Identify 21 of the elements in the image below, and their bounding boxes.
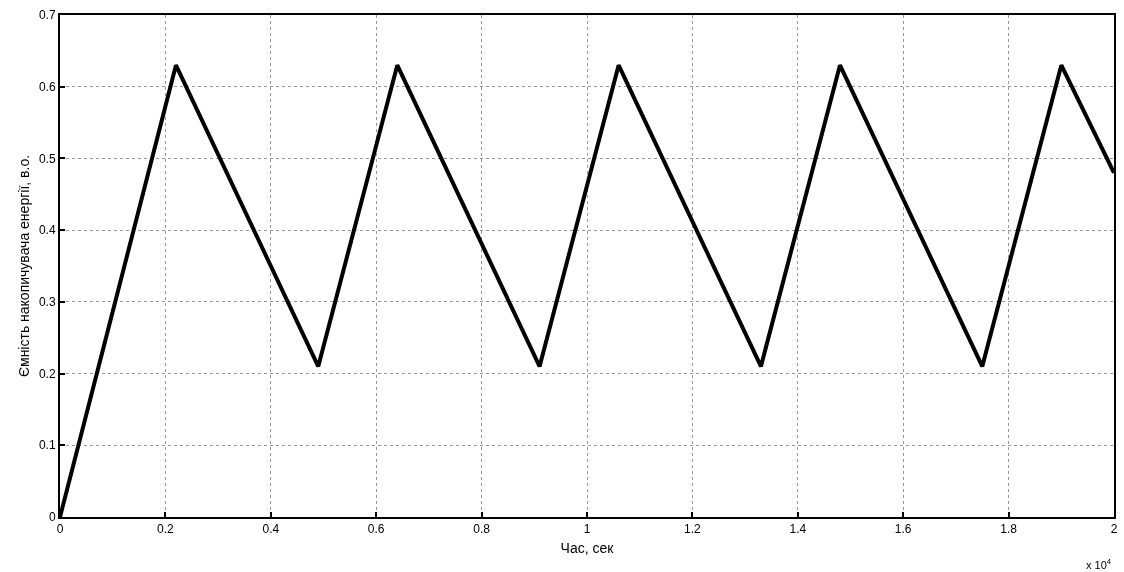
y-tick-label: 0.7 bbox=[38, 8, 56, 23]
x-tick-label: 0.6 bbox=[367, 522, 385, 537]
x-tick-label: 1 bbox=[583, 522, 591, 537]
y-tick-label: 0.4 bbox=[38, 223, 56, 238]
x-tick-label: 0.4 bbox=[262, 522, 280, 537]
y-tick-label: 0.6 bbox=[38, 79, 56, 94]
text: x 10$^{4}$ bbox=[1086, 557, 1112, 571]
y-tick-label: 0 bbox=[48, 510, 56, 525]
x-tick-label: 0.2 bbox=[157, 522, 175, 537]
x-tick-label: 1.8 bbox=[1000, 522, 1018, 537]
x-tick-label: 1.4 bbox=[789, 522, 807, 537]
y-axis-title: Ємність накопичувача енергії, в.о. bbox=[16, 154, 33, 378]
x-tick-label: 2 bbox=[1110, 522, 1118, 537]
x-tick-label: 1.6 bbox=[894, 522, 912, 537]
y-tick-label: 0.1 bbox=[38, 438, 56, 453]
x-tick-label: 0.8 bbox=[473, 522, 491, 537]
y-tick-label: 0.2 bbox=[38, 366, 56, 381]
y-tick-label: 0.5 bbox=[38, 151, 56, 166]
x-axis-title: Час, сек bbox=[560, 540, 615, 557]
y-tick-label: 0.3 bbox=[38, 295, 56, 310]
x-tick-label: 1.2 bbox=[684, 522, 702, 537]
